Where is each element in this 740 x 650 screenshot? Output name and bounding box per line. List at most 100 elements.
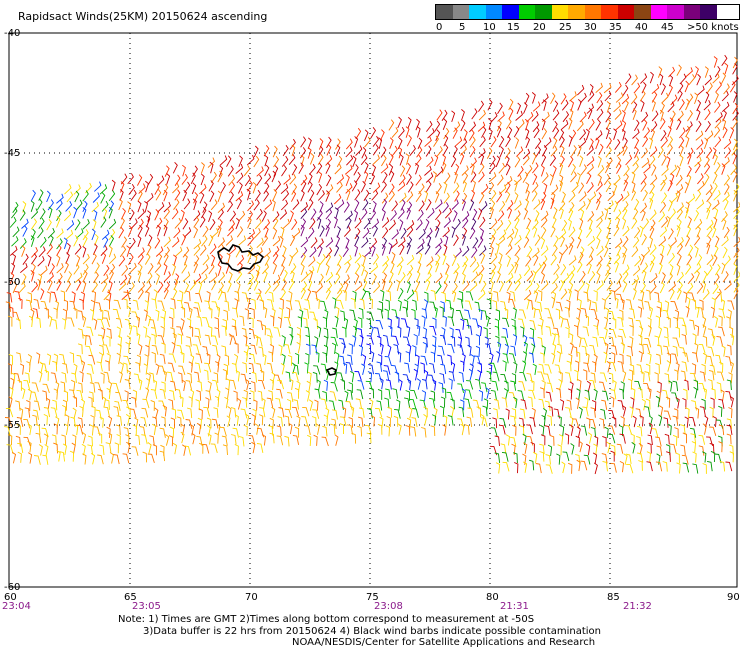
wind-barb: [82, 453, 87, 465]
wind-barb: [622, 191, 630, 202]
wind-barb: [673, 316, 678, 328]
wind-barb: [190, 172, 196, 185]
wind-barb: [101, 327, 106, 339]
wind-barb: [659, 118, 666, 130]
wind-barb: [441, 109, 448, 121]
wind-barb: [532, 162, 539, 174]
wind-barb: [417, 261, 422, 273]
wind-barb: [272, 262, 278, 275]
wind-barb: [149, 435, 155, 446]
wind-barb: [495, 309, 501, 321]
wind-barb: [372, 225, 378, 237]
wind-barb: [127, 201, 132, 213]
wind-barb: [294, 352, 300, 365]
wind-barb: [305, 352, 310, 365]
wind-barb: [336, 174, 345, 185]
wind-barb: [414, 318, 419, 330]
wind-barb: [160, 316, 165, 328]
wind-barb: [372, 200, 377, 213]
wind-barb: [485, 387, 490, 399]
wind-barb: [248, 434, 256, 445]
wind-barb: [185, 419, 193, 429]
wind-barb: [151, 351, 156, 363]
wind-barb: [125, 434, 130, 446]
wind-barb: [576, 459, 581, 472]
wind-barb: [106, 387, 111, 400]
legend-swatch: [436, 5, 453, 19]
wind-barb: [588, 191, 597, 202]
wind-barb: [331, 418, 337, 429]
wind-barb: [388, 190, 395, 203]
wind-barb: [217, 202, 226, 214]
wind-barb: [121, 264, 129, 276]
wind-barb: [553, 235, 559, 247]
wind-barb: [469, 146, 476, 158]
wind-barb: [439, 373, 445, 384]
wind-barb: [488, 128, 493, 141]
wind-barb: [339, 423, 344, 434]
wind-barb: [642, 246, 651, 258]
wind-barb: [635, 408, 642, 419]
wind-barb: [529, 327, 535, 339]
wind-barb: [235, 370, 240, 382]
wind-barb: [466, 416, 473, 428]
wind-barb: [354, 136, 359, 148]
wind-barb: [237, 254, 245, 266]
wind-barb: [617, 399, 624, 410]
wind-barb: [247, 210, 253, 222]
wind-barb: [514, 226, 519, 239]
wind-barb: [203, 369, 209, 381]
wind-barb: [8, 396, 13, 408]
wind-barb: [194, 302, 201, 312]
wind-barb: [99, 308, 104, 320]
wind-barb: [716, 382, 722, 393]
wind-barb: [429, 397, 436, 408]
wind-barb: [281, 335, 286, 347]
wind-barb: [486, 370, 492, 382]
wind-barb: [97, 432, 103, 444]
wind-barb: [676, 225, 681, 237]
wind-barb: [508, 298, 516, 309]
wind-barb: [334, 163, 342, 175]
wind-barb: [34, 455, 41, 465]
wind-barb: [622, 252, 627, 265]
wind-barb: [668, 281, 676, 292]
wind-barb: [308, 279, 313, 291]
wind-barb: [324, 309, 329, 321]
wind-barb: [9, 245, 18, 256]
wind-barb: [335, 288, 343, 300]
wind-barb: [602, 460, 608, 472]
wind-barb: [505, 408, 510, 420]
wind-barb: [709, 364, 716, 375]
wind-barb: [444, 234, 449, 247]
wind-barb: [388, 183, 395, 195]
wind-barb: [702, 324, 707, 336]
wind-barb: [210, 228, 219, 239]
wind-barb: [212, 379, 219, 390]
wind-barb: [345, 183, 353, 194]
wind-barb: [35, 432, 42, 444]
wind-barb: [217, 264, 222, 276]
wind-barb: [341, 406, 347, 419]
wind-barb: [315, 282, 323, 294]
wind-barb: [726, 418, 732, 429]
wind-barb: [77, 343, 83, 355]
wind-barb: [46, 353, 52, 365]
wind-barb: [598, 143, 604, 156]
wind-barb: [294, 387, 300, 399]
wind-barb: [658, 236, 667, 247]
wind-barb: [8, 353, 14, 365]
wind-barb: [659, 253, 664, 265]
wind-barb: [415, 270, 421, 283]
wind-barb: [325, 253, 332, 265]
wind-barb: [685, 263, 692, 275]
wind-barb: [231, 325, 238, 336]
wind-barb: [447, 354, 452, 366]
wind-barb: [219, 426, 227, 437]
wind-barb: [462, 180, 467, 193]
wind-barb: [660, 179, 666, 192]
wind-barb: [639, 225, 644, 238]
wind-barb: [572, 346, 578, 357]
wind-barb: [614, 109, 622, 120]
wind-barb: [278, 307, 283, 319]
